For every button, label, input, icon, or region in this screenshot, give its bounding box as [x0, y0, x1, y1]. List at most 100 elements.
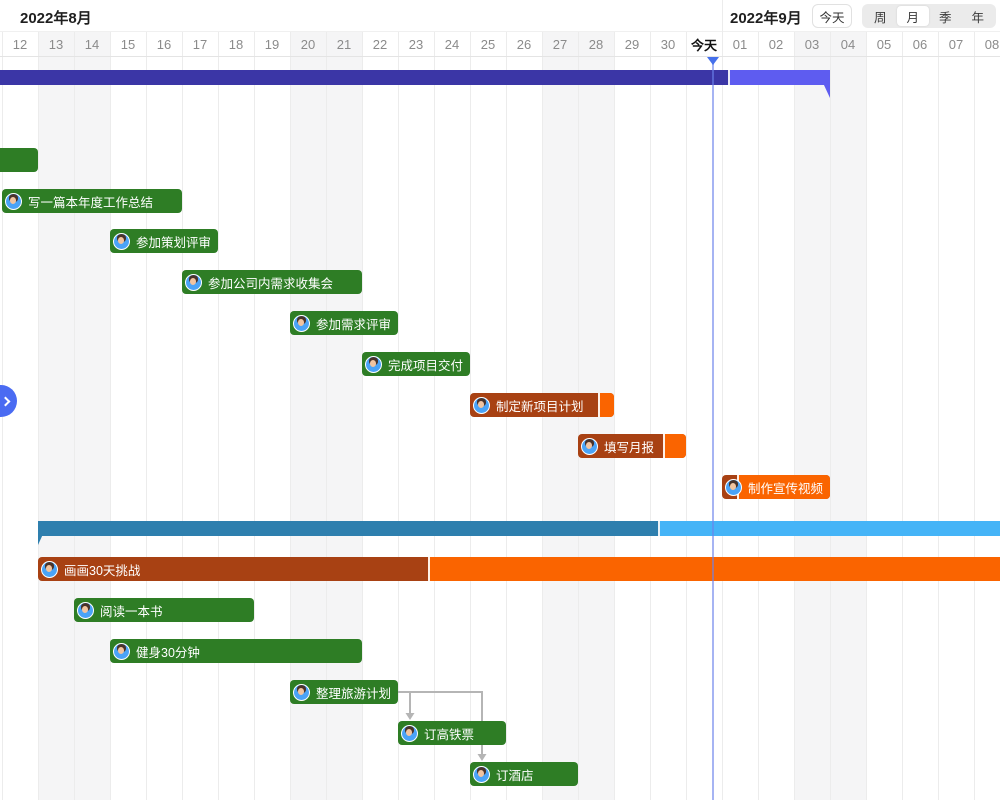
weekend-column	[830, 32, 866, 800]
task-content: 制作宣传视频	[725, 475, 823, 499]
date-cell: 13	[48, 37, 64, 52]
task-bar[interactable]: 完成项目交付	[362, 352, 470, 376]
grid-line	[758, 32, 759, 800]
month-label-september: 2022年9月	[730, 10, 802, 27]
assignee-avatar-icon	[77, 601, 94, 619]
task-bar[interactable]: 填写月报	[578, 434, 686, 458]
task-content: 参加策划评审	[113, 229, 211, 253]
task-label: 画画30天挑战	[64, 563, 141, 578]
task-label: 阅读一本书	[100, 604, 163, 619]
assignee-avatar-icon	[473, 765, 490, 783]
task-content: 完成项目交付	[365, 352, 463, 376]
date-cell: 16	[156, 37, 172, 52]
weekend-column	[74, 32, 110, 800]
view-switcher: 周月季 年	[862, 4, 996, 28]
task-bar[interactable]: 参加需求评审	[290, 311, 398, 335]
date-cell: 07	[948, 37, 964, 52]
task-bar[interactable]: 阅读一本书	[74, 598, 254, 622]
task-label: 制作宣传视频	[748, 481, 824, 496]
timeline-header: 2022年8月 2022年9月 今天 周月季 年	[0, 0, 1000, 32]
date-cell: 28	[588, 37, 604, 52]
grid-line	[866, 32, 867, 800]
task-remaining-segment	[737, 475, 830, 499]
date-cell: 15	[120, 37, 136, 52]
weekend-column	[290, 32, 326, 800]
summary-progress	[0, 70, 730, 85]
date-cell: 18	[228, 37, 244, 52]
task-content: 订酒店	[473, 762, 534, 786]
assignee-avatar-icon	[473, 396, 490, 414]
grid-line	[326, 32, 327, 800]
summary-bar-project[interactable]	[0, 70, 830, 98]
assignee-avatar-icon	[41, 560, 58, 578]
task-content: 阅读一本书	[77, 598, 163, 622]
task-content: 画画30天挑战	[41, 557, 140, 581]
date-header-row: 12 13 14 15 16 17 18 19 20 21 22 23 24 25 26 27 28 29 30 今天…	[0, 32, 1000, 57]
task-bar[interactable]: 制定新项目计划	[470, 393, 614, 417]
dependency-arrowhead-icon	[477, 754, 487, 761]
task-content: 订高铁票	[401, 721, 474, 745]
date-cell: 17	[192, 37, 208, 52]
task-label: 制定新项目计划	[496, 399, 584, 414]
grid-line	[74, 32, 75, 800]
view-option[interactable]: 年	[971, 10, 984, 25]
task-remaining-segment	[598, 393, 614, 417]
date-cell: 30	[660, 37, 676, 52]
today-button[interactable]: 今天	[812, 4, 852, 28]
task-bar[interactable]: 整理旅游计划	[290, 680, 398, 704]
task-bar[interactable]: 健身30分钟	[110, 639, 362, 663]
assignee-avatar-icon	[185, 273, 202, 291]
task-content: 写一篇本年度工作总结	[5, 189, 153, 213]
task-bar[interactable]	[0, 148, 38, 172]
assignee-avatar-icon	[113, 642, 130, 660]
assignee-avatar-icon	[113, 232, 130, 250]
date-cell: 19	[264, 37, 280, 52]
date-cell: 27	[552, 37, 568, 52]
task-bar[interactable]: 参加策划评审	[110, 229, 218, 253]
weekend-column	[38, 32, 74, 800]
task-bar[interactable]: 画画30天挑战	[38, 557, 1000, 581]
task-label: 订酒店	[496, 768, 534, 783]
task-label: 完成项目交付	[388, 358, 464, 373]
task-label: 参加策划评审	[136, 235, 212, 250]
grid-line	[830, 32, 831, 800]
assignee-avatar-icon	[725, 478, 742, 496]
date-cell: 24	[444, 37, 460, 52]
view-option[interactable]: 季	[938, 10, 952, 25]
assignee-avatar-icon	[365, 355, 382, 373]
grid-line	[290, 32, 291, 800]
grid-line	[218, 32, 219, 800]
summary-bar-life[interactable]	[38, 521, 1000, 545]
month-divider	[722, 0, 723, 32]
assignee-avatar-icon	[293, 683, 310, 701]
assignee-avatar-icon	[581, 437, 598, 455]
summary-end-cap	[817, 70, 830, 98]
grid-line	[938, 32, 939, 800]
month-label-august: 2022年8月	[20, 10, 92, 27]
task-label: 参加公司内需求收集会	[208, 276, 334, 291]
task-bar[interactable]: 订酒店	[470, 762, 578, 786]
task-content: 整理旅游计划	[293, 680, 391, 704]
expand-panel-button[interactable]	[0, 385, 17, 417]
grid-line	[182, 32, 183, 800]
task-label: 参加需求评审	[316, 317, 392, 332]
view-option[interactable]: 周	[873, 10, 887, 25]
task-bar[interactable]: 订高铁票	[398, 721, 506, 745]
task-label: 健身30分钟	[136, 645, 200, 660]
date-cell: 03	[804, 37, 820, 52]
grid-line	[398, 32, 399, 800]
date-cell: 22	[372, 37, 388, 52]
chevron-right-icon	[0, 396, 11, 406]
task-bar[interactable]: 写一篇本年度工作总结	[2, 189, 182, 213]
task-bar[interactable]: 参加公司内需求收集会	[182, 270, 362, 294]
view-option[interactable]: 月	[896, 6, 929, 26]
dependency-arrowhead-icon	[405, 713, 415, 720]
date-cell: 26	[516, 37, 532, 52]
date-cell: 14	[84, 37, 100, 52]
grid-line	[614, 32, 615, 800]
task-bar[interactable]: 制作宣传视频	[722, 475, 830, 499]
grid-line	[254, 32, 255, 800]
date-cell: 今天	[690, 38, 717, 53]
date-cell: 12	[12, 37, 28, 52]
